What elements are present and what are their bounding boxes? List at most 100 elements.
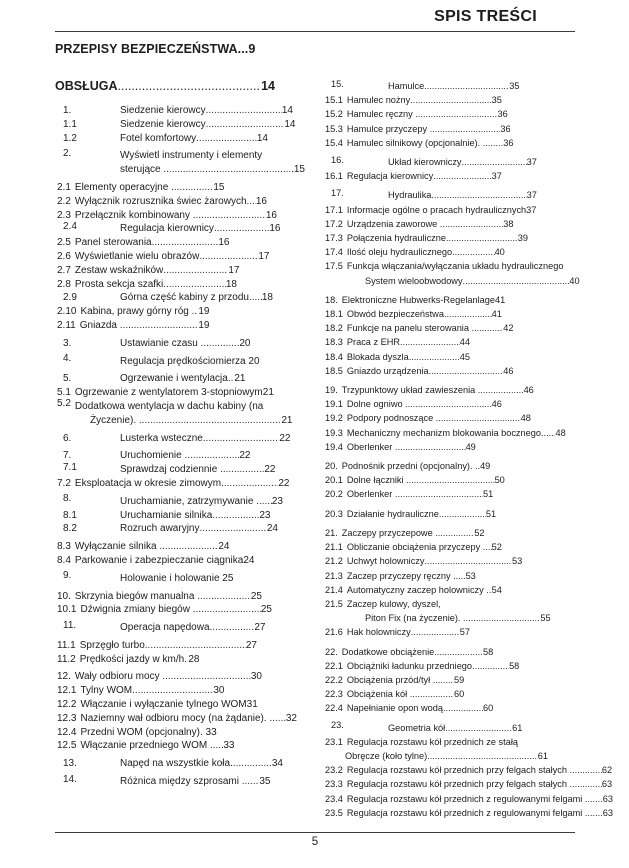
toc-entry-title: Oberlenker: [346, 441, 395, 452]
toc-entry-number: 15.1: [325, 95, 343, 106]
toc-entry-title: Gniazda: [79, 319, 120, 331]
toc-page-number: 37: [526, 157, 537, 168]
toc-entry-number: 18.5: [325, 365, 343, 376]
toc-leader-dots: [163, 163, 294, 177]
toc-entry-title: Siedzenie kierowcy: [120, 105, 206, 116]
toc-entry-number: 12.1: [57, 685, 77, 697]
toc-page-number: 51: [485, 508, 497, 519]
toc-entry: 1. Siedzenie kierowcy 14: [55, 104, 293, 118]
toc-entry-number: 21.5: [325, 598, 343, 609]
toc-entry-number: 7.1: [63, 461, 77, 473]
header-rule: [55, 31, 575, 32]
toc-entry-number: 11.: [63, 619, 77, 631]
toc-entry-number: 23.5: [325, 807, 343, 818]
toc-leader-dots: [585, 792, 603, 806]
toc-leader-dots: [269, 712, 285, 726]
toc-leader-dots: [472, 321, 504, 335]
toc-entry-number: 8.2: [63, 523, 77, 535]
toc-page-number: 42: [503, 323, 514, 334]
toc-page-number: 33: [205, 726, 217, 738]
toc-entry-title: Trzypunktowy układ zawieszenia: [341, 385, 478, 396]
toc-leader-dots: [184, 449, 239, 463]
toc-leader-dots: [210, 739, 223, 753]
toc-page-number: 59: [453, 674, 465, 685]
toc-page-number: 16: [218, 237, 230, 249]
toc-entry-title: Naziemny wał odbioru mocy (na żądanie).: [80, 712, 270, 724]
toc-entry-title: Hydraulika: [388, 190, 432, 201]
toc-leader-dots: [463, 611, 540, 625]
toc-entry-title: Regulacja kierownicy: [346, 171, 434, 182]
toc-entry-title: Układ kierowniczy: [388, 157, 462, 168]
toc-leader-dots: [199, 250, 258, 264]
toc-leader-dots: [430, 749, 538, 763]
toc-page-number: 61: [512, 722, 523, 733]
toc-entry-number: 20.2: [325, 489, 343, 500]
toc-leader-dots: [247, 195, 256, 209]
toc-leader-dots: [192, 305, 199, 319]
toc-entry: System wieloobwodowy 40: [323, 274, 580, 288]
toc-entry-title: Ustawianie czasu: [120, 337, 201, 349]
toc-page-number: 49: [480, 461, 491, 472]
toc-entry-number: 2.8: [57, 278, 71, 290]
toc-leader-dots: [452, 245, 494, 259]
toc-entry-title: Sprzęgło turbo: [79, 639, 145, 651]
toc-page-number: 21: [281, 414, 293, 426]
toc-page-number: 36: [503, 137, 514, 148]
footer-page-number: 5: [311, 836, 319, 848]
toc-entry-number: 21.: [325, 527, 338, 538]
toc-entry-number: 5.2: [57, 398, 71, 410]
toc-entry-title: Eksploatacja w okresie zimowym: [74, 477, 222, 489]
page-title: SPIS TREŚCI: [434, 8, 537, 25]
toc-entry: 1.2 Fotel komfortowy 14: [55, 132, 268, 146]
toc-entry-number: 12.2: [57, 699, 77, 711]
toc-entry-number: 17.5: [325, 261, 343, 272]
toc-entry: 9. Holowanie i holowanie 25: [55, 570, 233, 586]
toc-page-number: 46: [503, 365, 514, 376]
toc-leader-dots: [163, 264, 228, 278]
toc-entry-title: Elementy operacyjne: [74, 181, 172, 193]
toc-leader-dots: [159, 540, 218, 554]
toc-page-number: 63: [602, 807, 613, 818]
toc-leader-dots: [206, 118, 285, 132]
toc-entries-left: 1. Siedzenie kierowcy 14 1.1 Siedzenie kiero…: [55, 104, 305, 789]
toc-page-number: 20: [248, 355, 260, 367]
toc-entry-number: 12.: [57, 671, 71, 683]
safety-chapter-heading: PRZEPISY BEZPIECZEŃSTWA...9: [55, 42, 256, 56]
toc-page-number: 37: [526, 190, 537, 201]
toc-entry-title: Wyłączanie silnika: [74, 541, 160, 553]
toc-leader-dots: [139, 414, 281, 428]
toc-entry-title: Regulacja rozstawu kół przednich ze stał…: [346, 736, 518, 747]
toc-page-number: 50: [494, 475, 505, 486]
toc-leader-dots: [395, 487, 483, 501]
toc-page-number: 25: [250, 590, 262, 602]
toc-page-number: 24: [266, 523, 278, 535]
toc-entry-title: Siedzenie kierowcy: [120, 118, 206, 130]
toc-entry: 5.2 Dodatkowa wentylacja w dachu kabiny (…: [55, 398, 305, 414]
toc-entry-title: Ogrzewanie z wentylatorem 3-stopniowym: [74, 387, 263, 399]
toc-leader-dots: [206, 104, 282, 118]
toc-leader-dots: [400, 335, 460, 349]
toc-leader-dots: [171, 181, 213, 195]
toc-leader-dots: [196, 132, 257, 146]
toc-entry-title: Wyłącznik rozrusznika świec żarowych: [74, 195, 247, 207]
toc-page-number: 24: [218, 541, 230, 553]
toc-entry-number: 22.1: [325, 660, 343, 671]
toc-page-number: 51: [482, 489, 494, 500]
toc-entry: Obręcze (koło tylne). 61: [323, 749, 548, 763]
toc-leader-dots: [405, 397, 492, 411]
toc-entry-number: 7.: [63, 450, 72, 462]
toc-entry-title: Funkcje na panelu sterowania: [346, 323, 472, 334]
toc-leader-dots: [429, 364, 504, 378]
toc-entry-number: 2.6: [57, 250, 71, 262]
toc-entry-title: Zaczepy przyczepowe: [341, 527, 436, 538]
toc-entry-number: 18.4: [325, 351, 343, 362]
toc-leader-dots: [242, 775, 260, 789]
toc-page-number: 28: [188, 653, 200, 665]
toc-page-number: 41: [495, 294, 506, 305]
toc-entry: 6. Lusterka wsteczne 22: [55, 432, 291, 446]
